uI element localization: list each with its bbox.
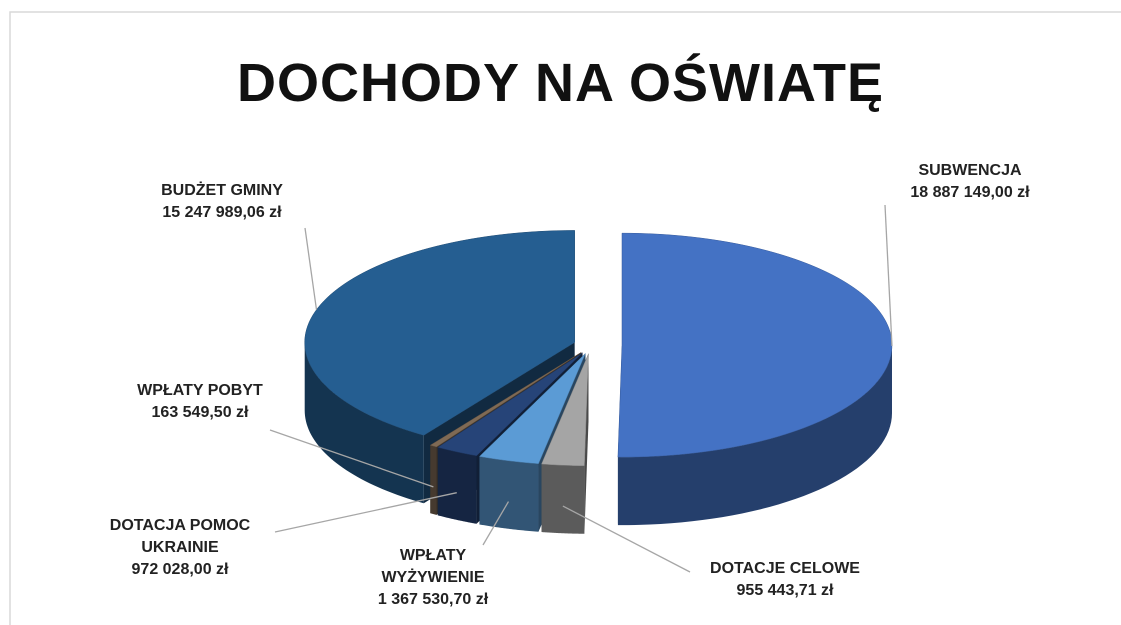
- pie-slice: [429, 352, 582, 448]
- slice-side: [617, 345, 892, 526]
- pie-slice: [478, 353, 586, 464]
- leader-line: [562, 505, 691, 573]
- leader-line: [274, 492, 457, 533]
- chart-title: DOCHODY NA OŚWIATĘ: [236, 53, 884, 113]
- slice-side: [479, 456, 539, 532]
- slice-value-label: 972 028,00 zł: [131, 561, 229, 578]
- card-border: [9, 11, 1121, 625]
- slice-side: [437, 447, 477, 524]
- slice-label: SUBWENCJA: [918, 162, 1022, 179]
- leader-line: [482, 501, 510, 546]
- pie-slice: [304, 230, 575, 436]
- slice-label: WPŁATY WYŻYWIENIE: [381, 547, 485, 586]
- slice-value-label: 15 247 989,06 zł: [162, 204, 282, 221]
- slice-value-label: 163 549,50 zł: [151, 404, 249, 421]
- pie-slice: [541, 353, 589, 467]
- slice-side: [430, 445, 437, 515]
- slice-side: [541, 464, 585, 534]
- slice-value-label: 1 367 530,70 zł: [377, 591, 489, 608]
- leader-line: [304, 227, 318, 310]
- leader-line: [884, 204, 893, 347]
- slice-value-label: 955 443,71 zł: [736, 582, 834, 599]
- slice-label: WPŁATY POBYT: [137, 382, 263, 399]
- slice-label: DOTACJE CELOWE: [710, 560, 860, 577]
- slice-value-label: 18 887 149,00 zł: [910, 184, 1030, 201]
- slice-label: BUDŻET GMINY: [161, 182, 283, 199]
- slice-side: [584, 353, 589, 534]
- pie-slice: [437, 352, 583, 457]
- slice-side: [304, 342, 424, 504]
- slice-label: DOTACJA POMOC UKRAINIE: [109, 517, 251, 556]
- leader-line: [269, 429, 434, 488]
